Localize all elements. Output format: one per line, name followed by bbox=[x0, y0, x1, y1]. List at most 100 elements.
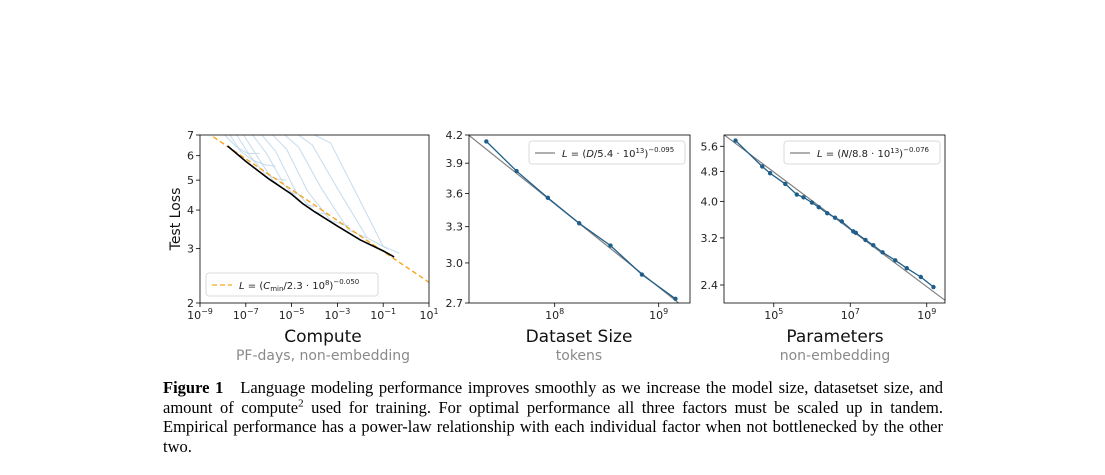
plot-area bbox=[209, 135, 429, 283]
plot-frame bbox=[199, 134, 430, 304]
y-tick-label: 4.2 bbox=[446, 129, 464, 142]
legend-box bbox=[205, 272, 379, 297]
training-curve bbox=[224, 135, 260, 155]
legend-exp: −0.050 bbox=[333, 278, 359, 286]
legend-close: ) bbox=[644, 149, 648, 160]
plot-frame bbox=[468, 134, 691, 304]
compute-efficient-frontier bbox=[227, 145, 395, 258]
legend-eq: = ( bbox=[245, 281, 264, 292]
data-point bbox=[918, 274, 924, 280]
x-tick-label: 109 bbox=[917, 307, 936, 322]
data-point bbox=[545, 195, 551, 201]
legend-label: L = (N/8.8 · 1013)−0.076 bbox=[817, 146, 930, 160]
legend-var: N bbox=[841, 149, 849, 160]
training-curve bbox=[284, 135, 368, 239]
legend-eq: = ( bbox=[568, 149, 587, 160]
data-point bbox=[484, 139, 489, 144]
legend-sup1: 13 bbox=[890, 147, 899, 155]
data-point bbox=[760, 164, 765, 169]
data-point bbox=[904, 265, 909, 271]
legend-close: ) bbox=[899, 149, 903, 160]
legend-close: ) bbox=[329, 281, 333, 292]
legend-L: L bbox=[562, 149, 568, 160]
x-tick-label-base: 10 bbox=[325, 309, 339, 322]
x-tick-label: 10−3 bbox=[325, 307, 351, 322]
legend: L = (Cmin/2.3 · 108)−0.050 bbox=[205, 272, 379, 297]
x-tick-label: 109 bbox=[649, 307, 668, 322]
x-tick-label-exp: −9 bbox=[201, 307, 213, 316]
data-point bbox=[801, 195, 806, 200]
data-point bbox=[863, 237, 868, 243]
y-tick-label: 2.4 bbox=[701, 279, 719, 292]
figure: 10−9 10−7 10−5 10−3 10−1 101 2 3 4 5 6 7 Test Loss L … bbox=[168, 129, 946, 364]
plot-frame bbox=[723, 134, 946, 304]
x-tick-label-exp: −3 bbox=[339, 307, 351, 316]
legend-var: D bbox=[586, 149, 594, 160]
data-point bbox=[639, 272, 645, 277]
power-law-fit-line bbox=[209, 135, 429, 283]
parameters-panel-subtitle: non-embedding bbox=[779, 348, 891, 364]
x-tick-label-exp: 8 bbox=[559, 307, 564, 316]
training-curve bbox=[261, 135, 331, 216]
caption-text-1: Language modeling performance improves s… bbox=[163, 378, 943, 417]
x-tick-label-exp: 1 bbox=[433, 307, 438, 316]
data-point bbox=[608, 243, 613, 248]
y-tick-label: 3.6 bbox=[446, 188, 464, 201]
data-point bbox=[794, 192, 799, 197]
x-tick-label: 10−1 bbox=[370, 307, 396, 322]
caption-text-2: used for training. For optimal performan… bbox=[163, 397, 943, 456]
legend-label: L = (D/5.4 · 1013)−0.095 bbox=[562, 146, 674, 160]
x-tick-label-exp: 7 bbox=[855, 307, 860, 316]
training-curve bbox=[272, 135, 349, 227]
data-point bbox=[893, 258, 898, 263]
legend-box bbox=[528, 140, 686, 165]
data-point bbox=[816, 205, 821, 210]
legend: L = (D/5.4 · 1013)−0.095 bbox=[528, 140, 686, 165]
y-tick-label: 3 bbox=[187, 243, 194, 256]
y-tick-label: 5.6 bbox=[701, 140, 719, 153]
data-point bbox=[825, 211, 830, 216]
x-tick-label-base: 10 bbox=[187, 309, 201, 322]
data-point bbox=[880, 250, 885, 255]
y-tick-label: 3.9 bbox=[446, 157, 464, 170]
x-tick-label: 105 bbox=[764, 307, 783, 322]
y-tick-label: 2 bbox=[187, 297, 194, 310]
caption-footnote-mark: 2 bbox=[298, 397, 304, 409]
legend-C: C bbox=[263, 281, 270, 292]
y-tick-label: 7 bbox=[187, 129, 194, 142]
training-curve bbox=[229, 135, 276, 167]
loss-series-line bbox=[735, 140, 934, 288]
x-tick-label-base: 10 bbox=[279, 309, 293, 322]
compute-panel-subtitle: PF-days, non-embedding bbox=[235, 348, 411, 364]
data-point bbox=[853, 230, 859, 236]
x-tick-label-exp: 5 bbox=[778, 307, 783, 316]
x-tick-label-base: 10 bbox=[233, 309, 247, 322]
y-tick-label: 3.3 bbox=[446, 221, 464, 234]
data-point bbox=[839, 219, 844, 224]
data-point bbox=[673, 296, 678, 301]
data-point bbox=[832, 215, 838, 220]
x-tick-label-base: 10 bbox=[917, 309, 931, 322]
x-tick-label-base: 10 bbox=[649, 309, 663, 322]
x-tick-label-exp: 9 bbox=[663, 307, 668, 316]
x-tick-label-exp: 9 bbox=[931, 307, 936, 316]
legend-scale: /8.8 · 10 bbox=[849, 149, 891, 160]
x-tick-label: 101 bbox=[419, 307, 438, 322]
x-tick-label-base: 10 bbox=[841, 309, 855, 322]
x-tick-label: 10−9 bbox=[187, 307, 213, 322]
x-tick-label-base: 10 bbox=[370, 309, 384, 322]
dataset-panel-title: Dataset Size bbox=[525, 327, 633, 347]
plot-area bbox=[724, 135, 945, 301]
x-tick-label: 108 bbox=[545, 307, 564, 322]
data-point bbox=[767, 171, 773, 176]
training-curve bbox=[243, 135, 299, 195]
parameters-panel-title: Parameters bbox=[786, 327, 884, 347]
training-curve bbox=[314, 135, 400, 254]
data-point bbox=[576, 221, 582, 226]
y-axis-label: Test Loss bbox=[168, 188, 184, 252]
loss-series-line bbox=[485, 140, 676, 300]
x-tick-label: 107 bbox=[841, 307, 860, 322]
y-tick-label: 6 bbox=[187, 150, 194, 163]
